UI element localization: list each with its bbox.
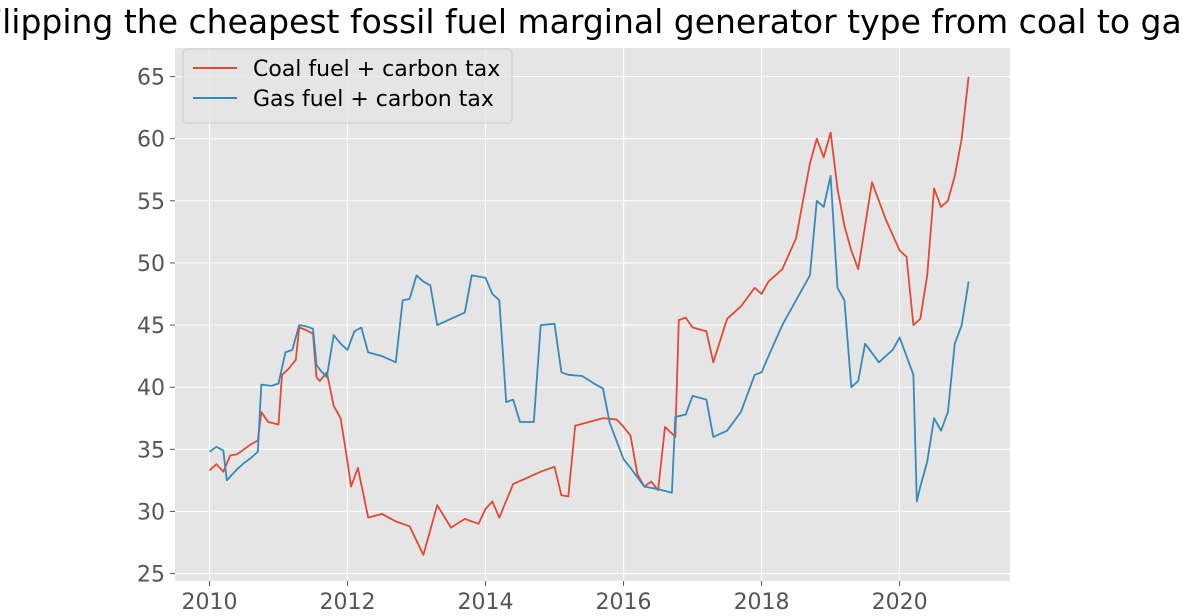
y-tick-label: 65 [137, 66, 165, 91]
series-layer [208, 76, 970, 556]
legend: Coal fuel + carbon tax Gas fuel + carbon… [182, 48, 513, 124]
x-tick-label: 2018 [734, 590, 790, 615]
y-tick-label: 50 [137, 252, 165, 277]
y-tick-label: 30 [137, 500, 165, 525]
x-tick-label: 2020 [872, 590, 928, 615]
grid-lines [175, 48, 1010, 581]
legend-box [182, 48, 513, 124]
y-axis: 25 30 35 40 45 50 55 60 65 [137, 66, 175, 588]
x-tick-label: 2012 [320, 590, 376, 615]
legend-label-gas: Gas fuel + carbon tax [253, 87, 494, 112]
x-tick-label: 2010 [182, 590, 238, 615]
y-tick-label: 35 [137, 438, 165, 463]
x-tick-label: 2014 [458, 590, 514, 615]
y-tick-label: 60 [137, 128, 165, 153]
series-line-gas [208, 175, 970, 503]
legend-label-coal: Coal fuel + carbon tax [253, 57, 500, 82]
y-tick-label: 55 [137, 190, 165, 215]
chart-title: Flipping the cheapest fossil fuel margin… [0, 2, 1182, 41]
y-tick-label: 25 [137, 563, 165, 588]
x-axis: 2010 2012 2014 2016 2018 2020 [182, 581, 928, 615]
plot-area [175, 48, 1010, 581]
series-line-coal [208, 76, 970, 556]
y-tick-label: 40 [137, 376, 165, 401]
x-tick-label: 2016 [596, 590, 652, 615]
y-tick-label: 45 [137, 314, 165, 339]
